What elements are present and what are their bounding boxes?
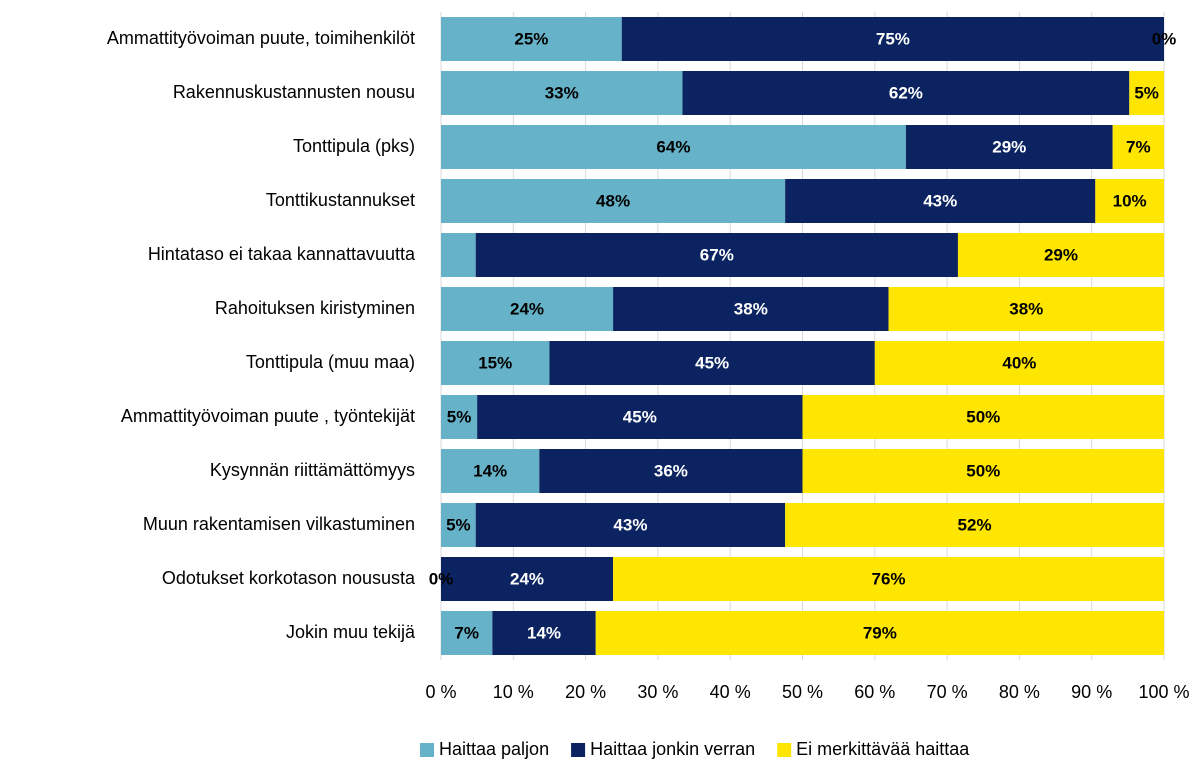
bar-segment (1112, 125, 1164, 169)
legend-label: Haittaa jonkin verran (590, 739, 755, 759)
bar-segment (682, 71, 1130, 115)
bar-segment (785, 179, 1096, 223)
bar-segment (441, 449, 540, 493)
y-tick-label: Ammattityövoiman puute, toimihenkilöt (107, 28, 415, 48)
data-label: 24% (510, 299, 544, 318)
data-label: 40% (1002, 353, 1036, 372)
bar-segment (441, 71, 683, 115)
y-tick-label: Rahoituksen kiristyminen (215, 298, 415, 318)
bar-segment (874, 341, 1164, 385)
bar-segment (957, 233, 1164, 277)
y-tick-label: Odotukset korkotason noususta (162, 568, 416, 588)
x-tick-label: 80 % (999, 682, 1040, 702)
bar-segment (441, 395, 478, 439)
bar-segment (441, 557, 614, 601)
data-label: 64% (656, 137, 690, 156)
bar-segment (539, 449, 803, 493)
data-label: 25% (514, 29, 548, 48)
data-label: 29% (1044, 245, 1078, 264)
data-label: 33% (545, 83, 579, 102)
y-tick-label: Tonttikustannukset (266, 190, 415, 210)
bar-segment (441, 179, 786, 223)
legend-swatch (571, 743, 586, 757)
y-tick-label: Muun rakentamisen vilkastuminen (143, 514, 415, 534)
bar-segment (441, 125, 906, 169)
data-label: 79% (863, 623, 897, 642)
bar-segment (475, 233, 958, 277)
data-label: 24% (510, 569, 544, 588)
x-tick-label: 0 % (425, 682, 456, 702)
data-label: 50% (966, 461, 1000, 480)
data-label: 52% (958, 515, 992, 534)
y-tick-label: Hintataso ei takaa kannattavuutta (148, 244, 416, 264)
data-label: 0% (429, 569, 454, 588)
data-label: 50% (966, 407, 1000, 426)
bar-segment (441, 17, 622, 61)
data-label: 76% (872, 569, 906, 588)
data-label: 45% (623, 407, 657, 426)
bar-segment (802, 395, 1164, 439)
data-label: 5% (447, 407, 472, 426)
bar-segment (475, 503, 786, 547)
x-tick-label: 70 % (927, 682, 968, 702)
bar-segment (613, 557, 1164, 601)
bar-segment (441, 233, 476, 277)
bar-segment (441, 611, 493, 655)
data-label: 67% (700, 245, 734, 264)
bar-segment (441, 503, 476, 547)
data-label: 5% (1134, 83, 1159, 102)
legend-swatch (777, 743, 792, 757)
data-label: 48% (596, 191, 630, 210)
data-label: 29% (992, 137, 1026, 156)
data-label: 43% (613, 515, 647, 534)
data-label: 14% (527, 623, 561, 642)
bar-segment (613, 287, 889, 331)
bar-segment (785, 503, 1164, 547)
bar-segment (905, 125, 1113, 169)
bar-segment (888, 287, 1164, 331)
legend-swatch (420, 743, 434, 757)
x-tick-label: 20 % (565, 682, 606, 702)
data-label: 38% (1009, 299, 1043, 318)
legend-label: Ei merkittävää haittaa (796, 739, 970, 759)
data-label: 0% (1152, 29, 1177, 48)
bar-segment (441, 287, 614, 331)
data-label: 7% (1126, 137, 1151, 156)
data-label: 10% (1113, 191, 1147, 210)
x-tick-label: 50 % (782, 682, 823, 702)
bar-segment (549, 341, 875, 385)
data-label: 43% (923, 191, 957, 210)
data-label: 45% (695, 353, 729, 372)
y-tick-label: Tonttipula (pks) (293, 136, 415, 156)
data-label: 7% (454, 623, 479, 642)
data-label: 14% (473, 461, 507, 480)
data-label: 36% (654, 461, 688, 480)
data-label: 62% (889, 83, 923, 102)
data-label: 5% (446, 515, 471, 534)
y-tick-label: Ammattityövoiman puute , työntekijät (121, 406, 415, 426)
bar-segment (1095, 179, 1164, 223)
y-tick-label: Kysynnän riittämättömyys (210, 460, 415, 480)
x-tick-label: 40 % (710, 682, 751, 702)
x-tick-label: 60 % (854, 682, 895, 702)
data-label: 38% (734, 299, 768, 318)
bar-segment (595, 611, 1164, 655)
bar-segment (802, 449, 1164, 493)
y-tick-label: Jokin muu tekijä (286, 622, 416, 642)
data-label: 15% (478, 353, 512, 372)
x-tick-label: 30 % (637, 682, 678, 702)
x-tick-label: 90 % (1071, 682, 1112, 702)
legend-label: Haittaa paljon (439, 739, 549, 759)
data-label: 75% (876, 29, 910, 48)
x-tick-label: 100 % (1138, 682, 1189, 702)
y-tick-label: Tonttipula (muu maa) (246, 352, 415, 372)
bar-segment (441, 341, 550, 385)
bar-segment (621, 17, 1164, 61)
bar-segment (1129, 71, 1164, 115)
bar-segment (492, 611, 596, 655)
bar-segment (477, 395, 803, 439)
x-tick-label: 10 % (493, 682, 534, 702)
y-tick-label: Rakennuskustannusten nousu (173, 82, 415, 102)
